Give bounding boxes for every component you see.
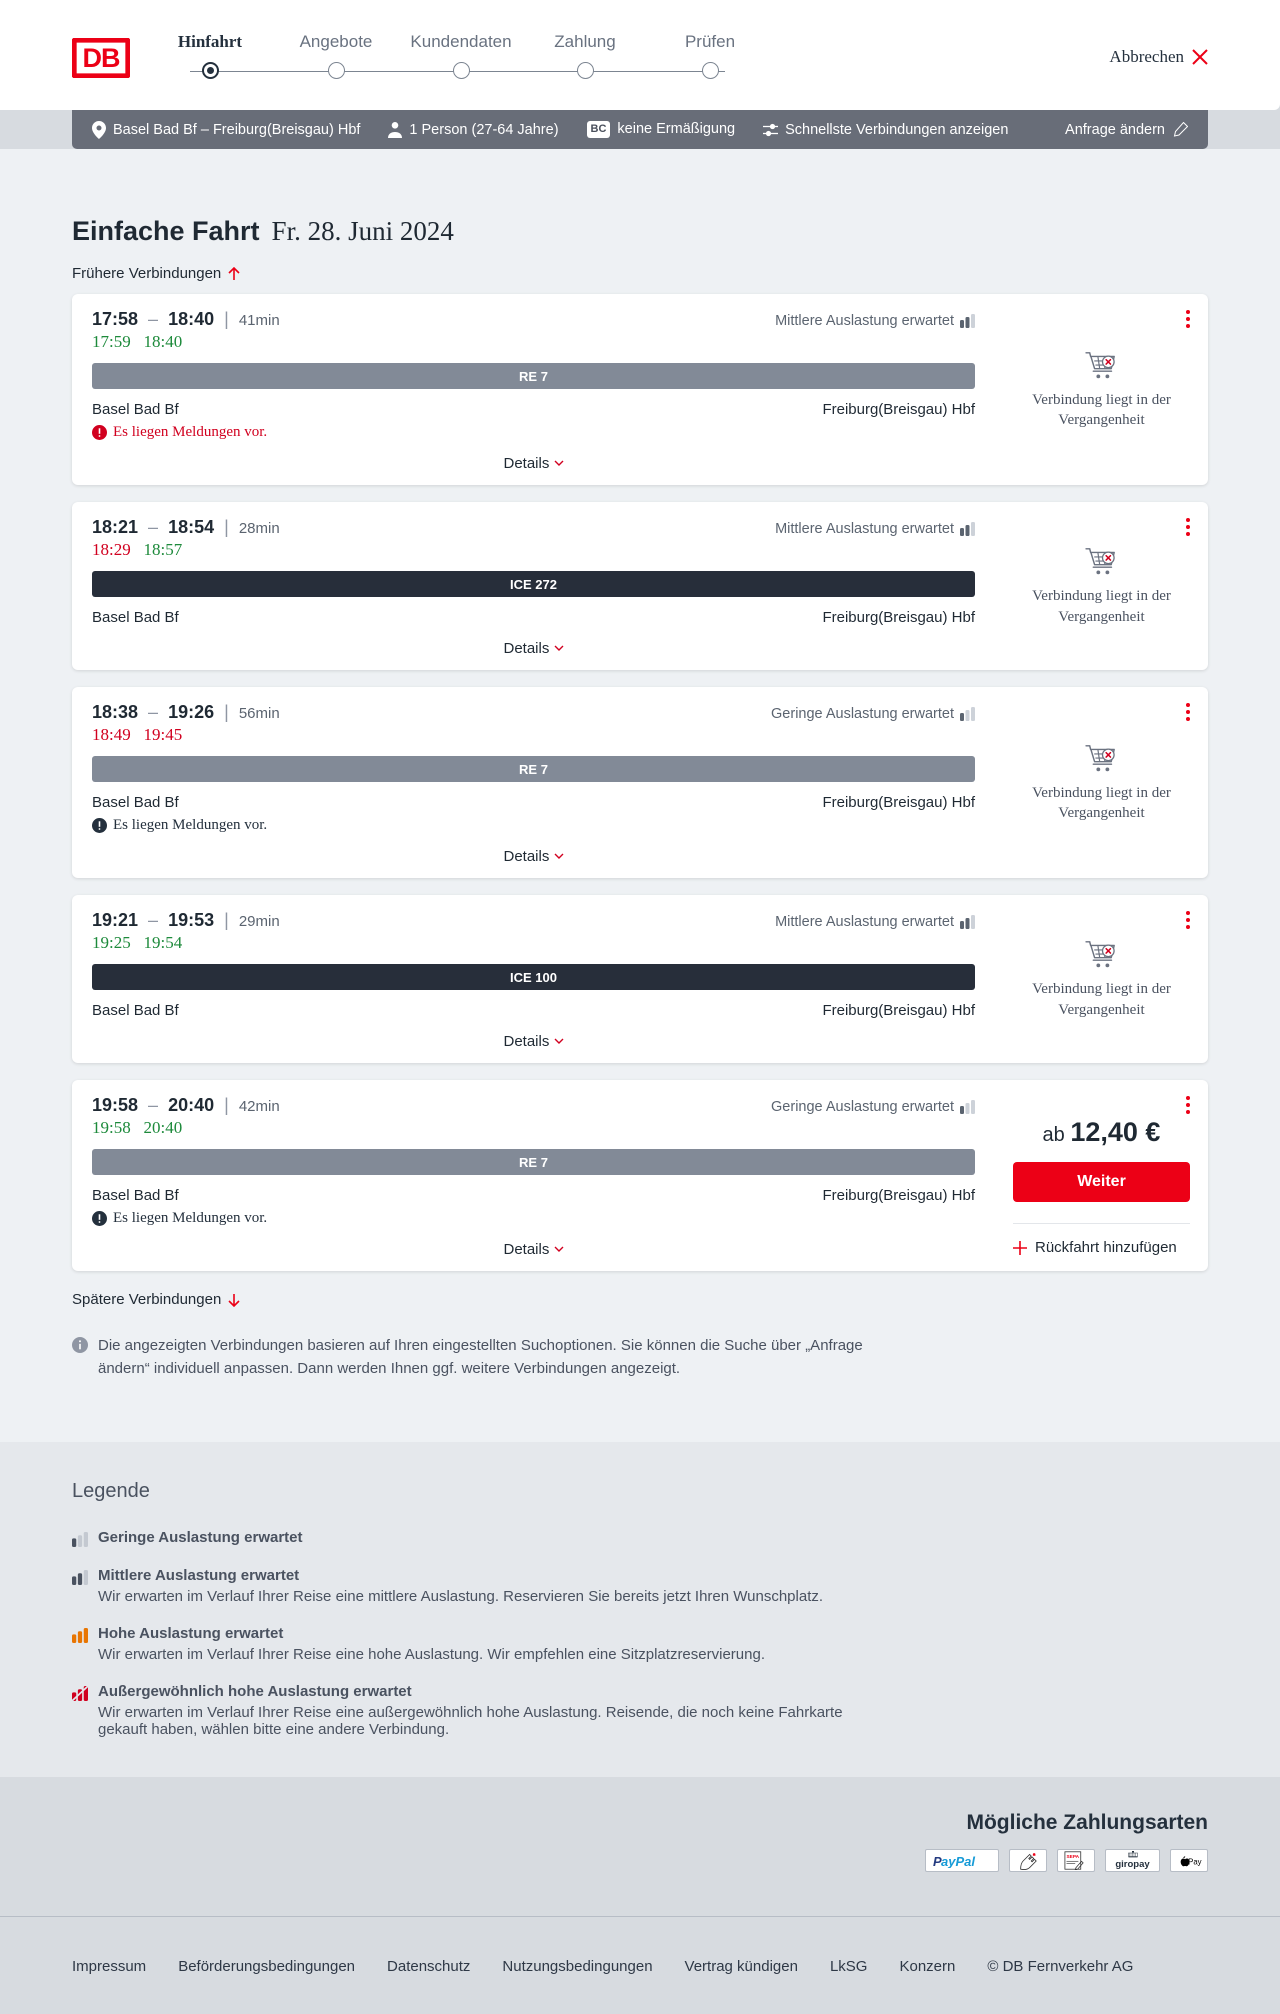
svg-text:SEPA: SEPA (1067, 1854, 1080, 1860)
svg-text:DB: DB (83, 43, 120, 73)
svg-text:Pay: Pay (1188, 1857, 1202, 1866)
svg-text:ayPal: ayPal (941, 1854, 975, 1868)
